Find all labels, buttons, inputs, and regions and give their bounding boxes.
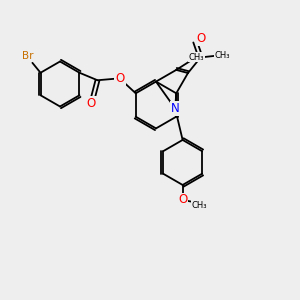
Text: Br: Br (22, 51, 34, 61)
Text: O: O (116, 72, 124, 85)
Text: O: O (196, 32, 206, 45)
Text: O: O (178, 194, 187, 206)
Text: N: N (171, 102, 180, 115)
Text: CH₃: CH₃ (189, 53, 204, 62)
Text: O: O (87, 97, 96, 110)
Text: CH₃: CH₃ (215, 51, 230, 60)
Text: CH₃: CH₃ (192, 201, 208, 210)
